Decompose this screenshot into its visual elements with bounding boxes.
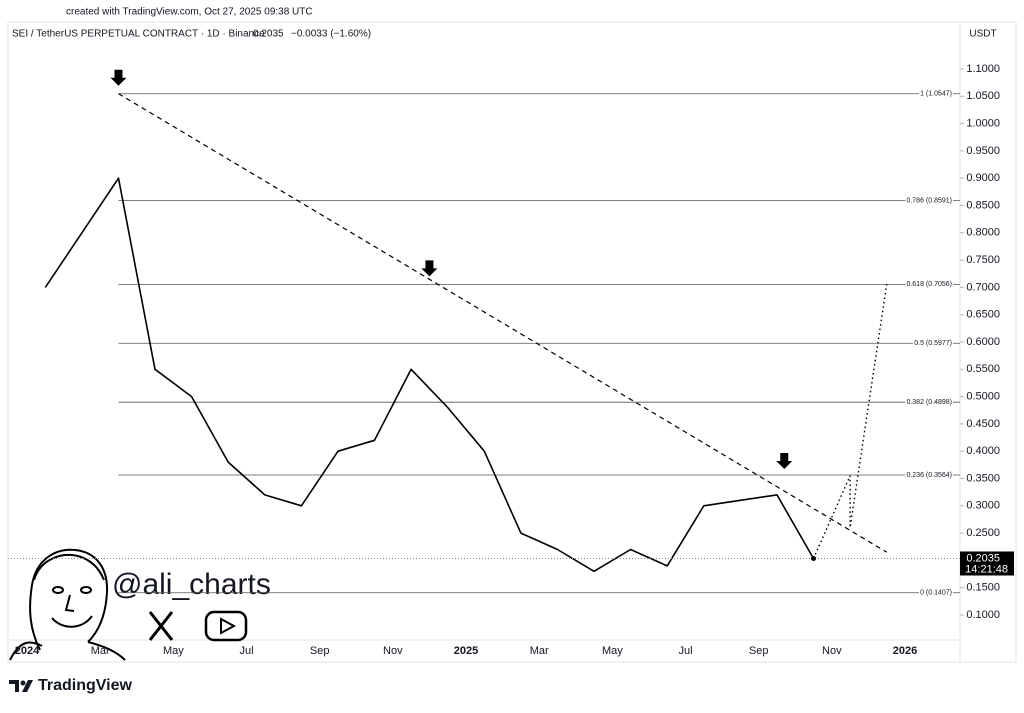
x-tick-label: 2026 <box>893 645 917 657</box>
created-note: created with TradingView.com, Oct 27, 20… <box>66 7 313 18</box>
x-tick-label: Sep <box>749 645 769 657</box>
y-tick-label: 1.0500 <box>966 90 1000 102</box>
avatar <box>9 548 126 661</box>
fib-label: 0.236 (0.3564) <box>906 472 952 479</box>
y-tick-label: 1.0000 <box>966 118 1000 130</box>
fib-label: 0.786 (0.8591) <box>906 197 952 204</box>
x-tick-label: May <box>163 645 184 657</box>
y-tick-label: 0.8000 <box>966 227 1000 239</box>
x-tick-label: Jul <box>239 645 253 657</box>
last-price-dot <box>811 555 817 561</box>
watermark: @ali_charts <box>112 568 271 601</box>
y-tick-label: 0.7500 <box>966 254 1000 266</box>
fib-label: 0 (0.1407) <box>920 590 952 597</box>
brand-logo <box>9 680 33 692</box>
x-tick-label: Nov <box>822 645 842 657</box>
y-tick-label: 0.8500 <box>966 199 1000 211</box>
x-tick-label: Sep <box>310 645 330 657</box>
last-price-label: 0.2035 <box>966 552 1000 564</box>
y-tick-label: 0.1000 <box>966 609 1000 621</box>
y-tick-label: 0.9000 <box>966 172 1000 184</box>
fib-label: 0.382 (0.4898) <box>906 399 952 406</box>
y-tick-label: 0.6500 <box>966 309 1000 321</box>
x-tick-label: Nov <box>383 645 403 657</box>
last-price-box <box>960 551 1014 576</box>
y-tick-label: 0.9500 <box>966 145 1000 157</box>
projection <box>812 284 888 559</box>
y-tick-label: 0.6000 <box>966 336 1000 348</box>
countdown: 14:21:48 <box>965 563 1008 575</box>
x-tick-label: Mar <box>91 645 110 657</box>
chart-frame <box>7 21 1017 663</box>
y-tick-label: 0.1500 <box>966 582 1000 594</box>
x-tick-label: 2024 <box>15 645 40 657</box>
y-tick-label: 0.7000 <box>966 281 1000 293</box>
youtube-icon <box>204 610 248 642</box>
peak-arrow <box>776 453 793 470</box>
peak-arrow <box>110 69 127 86</box>
trendline <box>118 93 888 553</box>
y-tick-label: 0.4000 <box>966 445 1000 457</box>
x-tick-label: 2025 <box>454 645 478 657</box>
x-tick-label: Mar <box>530 645 549 657</box>
y-tick-label: 0.4500 <box>966 418 1000 430</box>
header-change: −0.0033 (−1.60%) <box>291 29 371 40</box>
x-tick-label: May <box>602 645 623 657</box>
y-tick-label: 0.5000 <box>966 391 1000 403</box>
header-price: 0.2035 <box>253 29 284 40</box>
y-tick-label: 0.2500 <box>966 527 1000 539</box>
y-tick-label: 0.3000 <box>966 500 1000 512</box>
x-tick-label: Jul <box>678 645 692 657</box>
currency: USDT <box>969 29 996 40</box>
price-line <box>44 177 815 573</box>
x-icon <box>148 611 174 641</box>
y-tick-label: 0.3500 <box>966 472 1000 484</box>
chart-title: SEI / TetherUS PERPETUAL CONTRACT · 1D ·… <box>12 29 265 40</box>
peak-arrow <box>421 260 438 277</box>
y-tick-label: 0.5500 <box>966 363 1000 375</box>
y-tick-label: 1.1000 <box>966 63 1000 75</box>
fib-label: 1 (1.0547) <box>920 91 952 98</box>
fib-label: 0.618 (0.7056) <box>906 281 952 288</box>
fib-label: 0.5 (0.5977) <box>914 340 952 347</box>
brand-name: TradingView <box>38 677 133 694</box>
